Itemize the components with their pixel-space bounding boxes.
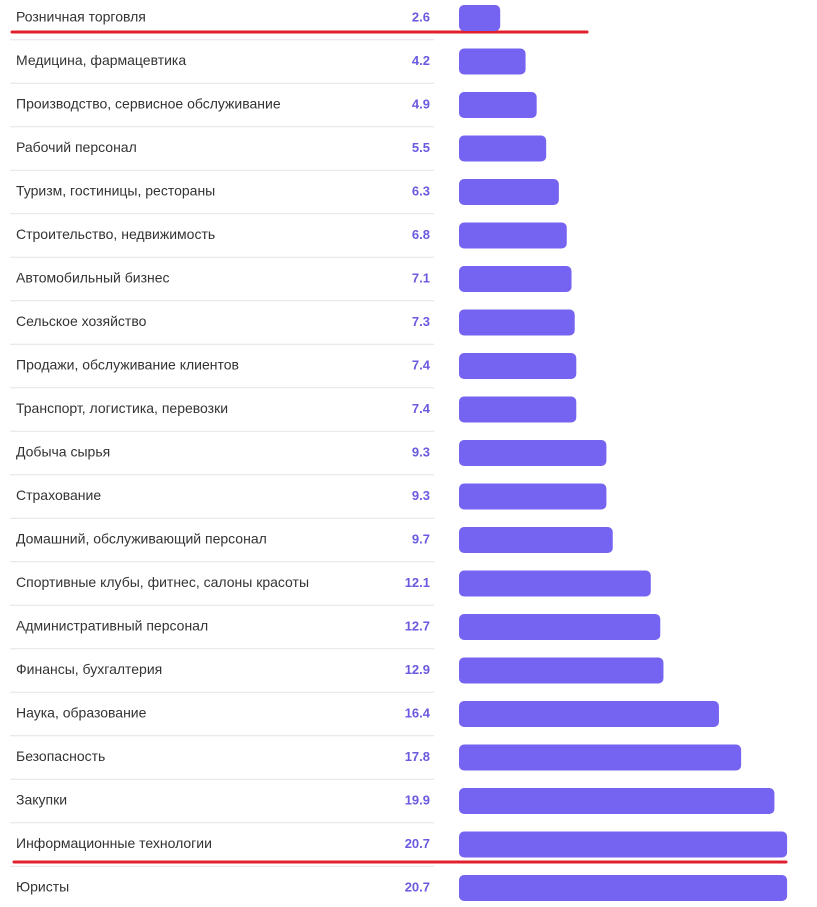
category-label: Строительство, недвижимость (16, 226, 215, 242)
value-label: 17.8 (405, 749, 430, 764)
bar (459, 788, 775, 814)
value-label: 12.1 (405, 575, 430, 590)
value-label: 9.3 (412, 444, 430, 459)
value-label: 20.7 (405, 879, 430, 894)
bar (459, 570, 651, 597)
value-label: 7.3 (412, 314, 430, 329)
value-label: 4.2 (412, 53, 430, 68)
bar (459, 396, 577, 423)
value-label: 7.4 (412, 401, 431, 416)
category-label: Производство, сервисное обслуживание (16, 96, 281, 112)
category-label: Домашний, обслуживающий персонал (16, 531, 267, 547)
value-label: 4.9 (412, 96, 430, 111)
value-label: 9.3 (412, 488, 430, 503)
bar (459, 875, 788, 901)
bar (459, 92, 537, 118)
bar (459, 527, 613, 553)
category-label: Транспорт, логистика, перевозки (16, 400, 228, 416)
category-label: Финансы, бухгалтерия (16, 661, 162, 677)
bar (459, 440, 607, 466)
category-label: Продажи, обслуживание клиентов (16, 357, 239, 373)
value-label: 2.6 (412, 9, 430, 24)
category-label: Информационные технологии (16, 835, 212, 851)
value-label: 7.1 (412, 270, 430, 285)
category-label: Медицина, фармацевтика (16, 52, 186, 68)
category-label: Спортивные клубы, фитнес, салоны красоты (16, 574, 309, 590)
category-label: Административный персонал (16, 618, 208, 634)
value-label: 19.9 (405, 792, 430, 807)
bar (459, 5, 501, 31)
bar (459, 266, 572, 292)
bar (459, 48, 526, 75)
bar (459, 135, 547, 162)
bar (459, 179, 559, 205)
bar (459, 222, 567, 249)
bar (459, 657, 664, 684)
value-label: 20.7 (405, 836, 430, 851)
category-label: Рабочий персонал (16, 139, 137, 155)
bar (459, 309, 575, 336)
value-label: 6.8 (412, 227, 430, 242)
value-label: 12.7 (405, 618, 430, 633)
category-label: Страхование (16, 487, 101, 503)
category-label: Розничная торговля (16, 9, 146, 25)
category-label: Юристы (16, 879, 69, 895)
value-label: 7.4 (412, 357, 431, 372)
bar (459, 614, 661, 640)
category-label: Сельское хозяйство (16, 313, 147, 329)
bar (459, 483, 607, 510)
category-label: Туризм, гостиницы, рестораны (16, 183, 215, 199)
value-label: 6.3 (412, 183, 430, 198)
value-label: 12.9 (405, 662, 430, 677)
value-label: 9.7 (412, 531, 430, 546)
bar (459, 353, 577, 379)
category-label: Закупки (16, 792, 67, 808)
category-label: Добыча сырья (16, 444, 110, 460)
value-label: 5.5 (412, 140, 430, 155)
bar (459, 744, 742, 771)
value-label: 16.4 (405, 705, 431, 720)
bar (459, 831, 788, 858)
category-label: Автомобильный бизнес (16, 270, 170, 286)
category-label: Безопасность (16, 748, 105, 764)
category-label: Наука, образование (16, 705, 147, 721)
bar (459, 701, 719, 727)
